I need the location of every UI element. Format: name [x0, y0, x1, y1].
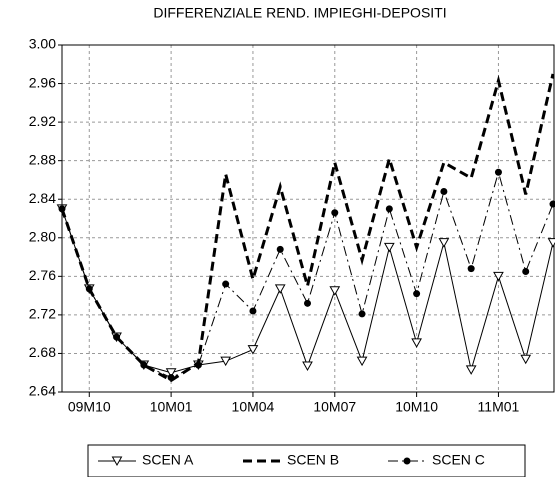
point: [140, 361, 148, 369]
point: [222, 280, 230, 288]
point: [329, 286, 341, 296]
y-tick-label: 3.00: [29, 36, 56, 52]
point: [276, 245, 284, 253]
point: [385, 205, 393, 213]
point: [247, 345, 259, 355]
point: [520, 354, 532, 365]
x-tick-label: 10M10: [395, 399, 438, 415]
point: [522, 268, 530, 276]
y-tick-label: 2.88: [29, 151, 56, 167]
series-line: [61, 208, 554, 374]
point: [85, 285, 93, 293]
y-tick-label: 2.96: [29, 74, 56, 90]
x-tick-label: 09M10: [68, 399, 111, 415]
x-tick-label: 10M04: [232, 399, 275, 415]
point: [493, 271, 504, 282]
legend-box: [87, 444, 526, 477]
chart-title: DIFFERENZIALE REND. IMPIEGHI-DEPOSITI: [153, 5, 446, 21]
point: [249, 307, 257, 315]
point: [356, 356, 368, 367]
x-tick-label: 10M01: [150, 399, 193, 415]
series-line: [60, 73, 555, 383]
point: [274, 284, 286, 294]
point: [383, 242, 395, 253]
point: [549, 200, 555, 208]
y-tick-label: 2.84: [29, 190, 56, 206]
y-tick-label: 2.92: [29, 113, 56, 129]
x-tick-label: 10M07: [313, 399, 356, 415]
legend-marker: [403, 457, 411, 465]
y-tick-label: 2.64: [29, 383, 56, 399]
y-tick-label: 2.80: [29, 228, 56, 244]
y-tick-label: 2.72: [29, 306, 56, 322]
point: [358, 310, 366, 318]
point: [302, 361, 313, 371]
point: [438, 238, 450, 248]
point: [440, 188, 448, 196]
point: [113, 333, 121, 341]
legend-marker: [111, 456, 123, 467]
point: [58, 205, 66, 213]
point: [304, 299, 311, 307]
point: [465, 365, 477, 375]
point: [467, 265, 475, 273]
point: [167, 374, 175, 382]
y-tick-label: 2.68: [29, 344, 56, 360]
point: [220, 356, 232, 367]
point: [194, 361, 202, 369]
legend-label: SCEN A: [142, 452, 194, 468]
plot-frame: [61, 44, 555, 393]
x-tick-label: 11M01: [478, 399, 520, 415]
legend: SCEN A SCEN B SCEN C: [87, 444, 526, 477]
legend-label: SCEN C: [432, 452, 485, 468]
point: [165, 368, 177, 378]
point: [547, 238, 555, 248]
series-line: [61, 170, 554, 379]
point: [494, 168, 502, 176]
point: [331, 209, 339, 217]
point: [411, 338, 422, 348]
point: [413, 290, 421, 298]
y-tick-label: 2.76: [29, 267, 56, 283]
legend-label: SCEN B: [287, 452, 339, 468]
